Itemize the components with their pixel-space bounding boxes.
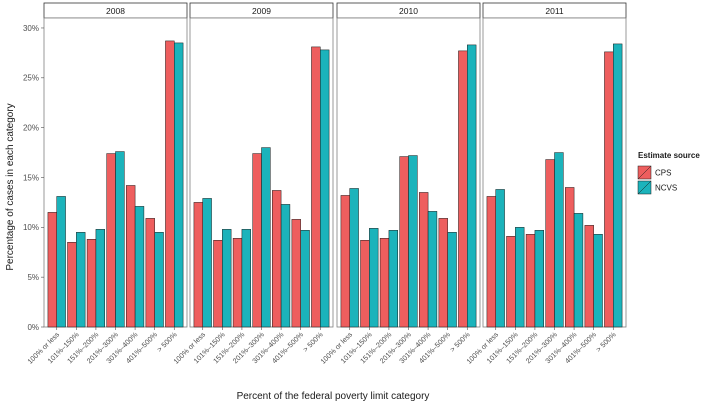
bar-cps-2009-4: [252, 153, 262, 328]
bar-cps-2008-1: [47, 212, 57, 328]
bar-cps-2008-2: [67, 242, 77, 328]
bar-cps-2008-5: [126, 185, 136, 328]
bar-ncvs-2010-4: [408, 155, 418, 328]
legend-key-slash: [637, 180, 652, 195]
bar-ncvs-2009-4: [261, 147, 271, 328]
bar-cps-2010-6: [438, 218, 448, 328]
y-tick-label: 20%: [23, 123, 39, 132]
bar-ncvs-2010-3: [388, 230, 398, 328]
bar-cps-2010-2: [360, 240, 370, 328]
bar-ncvs-2008-6: [154, 232, 164, 328]
bar-cps-2011-4: [545, 159, 555, 328]
legend-label: NCVS: [655, 184, 677, 193]
x-tick-label: > 500%: [155, 330, 179, 354]
bar-ncvs-2010-7: [467, 44, 477, 328]
x-tick-label: > 500%: [594, 330, 618, 354]
x-axis-title: Percent of the federal poverty limit cat…: [237, 391, 430, 402]
bar-cps-2008-3: [86, 239, 97, 328]
bar-ncvs-2009-6: [300, 230, 310, 328]
bar-cps-2009-7: [311, 46, 321, 328]
legend-item-cps: CPS: [637, 165, 671, 180]
bar-ncvs-2009-1: [202, 198, 212, 328]
bar-cps-2011-2: [506, 236, 516, 328]
bar-cps-2009-5: [272, 190, 282, 328]
bar-cps-2008-6: [145, 218, 155, 328]
bar-cps-2011-1: [486, 196, 496, 328]
y-tick-label: 15%: [23, 173, 39, 182]
legend: Estimate source CPS NCVS: [637, 151, 700, 195]
bar-ncvs-2008-1: [56, 196, 66, 328]
bar-ncvs-2008-2: [76, 232, 86, 328]
bar-ncvs-2011-7: [613, 43, 623, 328]
legend-item-ncvs: NCVS: [637, 180, 677, 195]
bar-ncvs-2011-6: [593, 234, 603, 328]
bar-ncvs-2010-5: [427, 211, 438, 328]
bar-cps-2011-7: [604, 51, 614, 328]
facet-strip-label: 2009: [252, 6, 271, 16]
legend-key-slash: [637, 165, 652, 180]
bar-ncvs-2009-7: [320, 49, 330, 328]
bar-ncvs-2009-3: [241, 229, 251, 328]
bar-cps-2009-1: [193, 202, 203, 328]
bar-cps-2010-1: [340, 195, 350, 328]
bar-ncvs-2011-5: [573, 213, 584, 328]
bar-ncvs-2010-2: [369, 228, 379, 328]
y-tick-label: 5%: [27, 273, 39, 282]
bar-cps-2008-7: [165, 40, 175, 328]
y-tick-label: 0%: [27, 323, 39, 332]
x-tick-label: > 500%: [301, 330, 325, 354]
bar-ncvs-2009-2: [222, 229, 232, 328]
y-axis-title: Percentage of cases in each category: [5, 103, 16, 270]
y-tick-label: 30%: [23, 24, 39, 33]
bar-cps-2011-6: [584, 225, 594, 328]
bar-cps-2008-4: [106, 153, 116, 328]
bar-ncvs-2008-7: [174, 42, 184, 328]
bar-ncvs-2011-2: [515, 227, 525, 328]
bar-cps-2009-3: [232, 238, 243, 328]
y-tick-label: 10%: [23, 223, 39, 232]
bar-cps-2010-7: [458, 50, 468, 328]
bar-cps-2010-5: [419, 192, 429, 328]
bar-ncvs-2009-5: [280, 204, 291, 328]
bar-ncvs-2008-5: [134, 206, 145, 328]
x-tick-label: > 500%: [448, 330, 472, 354]
facet-strip-label: 2011: [545, 6, 564, 16]
bar-cps-2009-2: [213, 240, 223, 328]
bar-cps-2010-3: [379, 238, 390, 328]
y-tick-label: 25%: [23, 74, 39, 83]
legend-title: Estimate source: [638, 151, 700, 160]
bar-ncvs-2008-3: [95, 229, 105, 328]
bar-cps-2010-4: [399, 156, 409, 328]
legend-label: CPS: [655, 169, 671, 178]
bar-cps-2011-5: [565, 187, 575, 328]
facet-strip-label: 2010: [399, 6, 418, 16]
bar-cps-2011-3: [525, 234, 536, 328]
facet-strip-label: 2008: [106, 6, 125, 16]
y-axis: 0% 5% 10% 15% 20% 25% 30%: [23, 24, 44, 332]
bar-ncvs-2011-4: [554, 152, 564, 328]
bar-ncvs-2011-1: [495, 189, 505, 328]
bar-ncvs-2010-6: [447, 232, 457, 328]
bar-ncvs-2008-4: [115, 151, 125, 328]
bar-cps-2009-6: [291, 219, 301, 328]
bar-ncvs-2011-3: [534, 230, 544, 328]
bar-ncvs-2010-1: [349, 188, 359, 328]
